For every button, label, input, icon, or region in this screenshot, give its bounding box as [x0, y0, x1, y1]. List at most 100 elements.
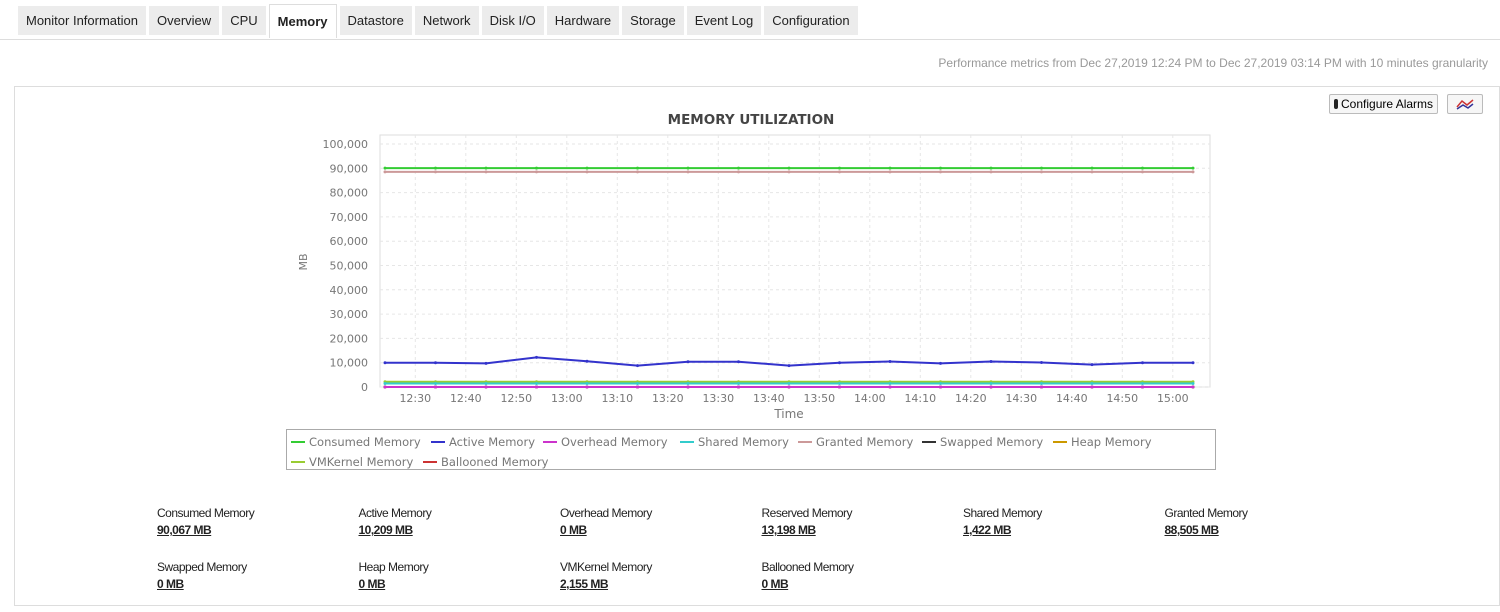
- data-point: [636, 382, 639, 386]
- data-point: [1090, 382, 1094, 386]
- x-tick-label: 13:10: [601, 392, 633, 405]
- data-point: [888, 382, 892, 386]
- stat-consumed-memory: Consumed Memory 90,067 MB: [157, 506, 255, 537]
- legend-label: Heap Memory: [1071, 435, 1152, 449]
- data-point: [888, 166, 892, 170]
- tab-datastore[interactable]: Datastore: [339, 6, 412, 35]
- stat-label: Ballooned Memory: [761, 560, 855, 574]
- tab-storage[interactable]: Storage: [622, 6, 684, 35]
- data-point: [686, 170, 690, 174]
- chart-type-button[interactable]: [1447, 94, 1483, 114]
- tab-disk-i-o[interactable]: Disk I/O: [481, 6, 544, 35]
- data-point: [535, 170, 538, 174]
- stat-value-link[interactable]: 0 MB: [761, 577, 789, 591]
- stat-label: Granted Memory: [1164, 506, 1249, 520]
- data-point: [686, 360, 690, 364]
- legend-swatch: [431, 441, 445, 443]
- configure-alarms-button[interactable]: Configure Alarms: [1329, 94, 1439, 114]
- stat-active-memory: Active Memory 10,209 MB: [359, 506, 432, 537]
- data-point: [1191, 382, 1195, 386]
- data-point: [1141, 361, 1144, 365]
- stat-swapped-memory: Swapped Memory 0 MB: [157, 560, 247, 591]
- tab-cpu[interactable]: CPU: [222, 6, 266, 35]
- legend-label: Active Memory: [449, 435, 535, 449]
- stat-vmkernel-memory: VMKernel Memory 2,155 MB: [560, 560, 652, 591]
- stat-label: Reserved Memory: [761, 506, 853, 520]
- stat-value-link[interactable]: 0 MB: [560, 523, 587, 537]
- legend-swatch: [291, 461, 305, 463]
- stat-value-link[interactable]: 1,422 MB: [963, 523, 1012, 537]
- data-point: [1090, 170, 1094, 174]
- y-tick-label: 20,000: [330, 332, 369, 345]
- data-point: [787, 382, 791, 386]
- legend-item[interactable]: Overhead Memory: [543, 435, 668, 449]
- data-point: [1040, 166, 1043, 170]
- tab-monitor-information[interactable]: Monitor Information: [18, 6, 146, 35]
- data-point: [434, 361, 437, 365]
- data-point: [535, 385, 538, 389]
- tab-network[interactable]: Network: [414, 6, 479, 35]
- legend-item[interactable]: Shared Memory: [680, 435, 789, 449]
- data-point: [1141, 382, 1144, 386]
- x-tick-label: 13:30: [702, 392, 734, 405]
- legend-item[interactable]: Ballooned Memory: [423, 455, 549, 469]
- data-point: [888, 170, 892, 174]
- tab-divider: [0, 39, 1500, 40]
- stat-value-link[interactable]: 88,505 MB: [1164, 523, 1220, 537]
- data-point: [1040, 170, 1043, 174]
- stat-overhead-memory: Overhead Memory 0 MB: [560, 506, 652, 537]
- data-point: [1090, 166, 1094, 170]
- data-point: [383, 170, 387, 174]
- data-point: [939, 166, 942, 170]
- stat-value-link[interactable]: 0 MB: [358, 577, 386, 591]
- data-point: [1040, 385, 1043, 389]
- memory-utilization-chart: MEMORY UTILIZATION MB Time 0 10,000 20,000…: [297, 112, 1211, 421]
- x-tick-label: 13:50: [803, 392, 835, 405]
- stat-label: VMKernel Memory: [560, 560, 652, 574]
- legend-label: Shared Memory: [698, 435, 789, 449]
- data-point: [686, 166, 690, 170]
- data-point: [686, 385, 690, 389]
- stat-value-link[interactable]: 2,155 MB: [560, 577, 609, 591]
- data-point: [585, 385, 589, 389]
- legend-swatch: [680, 441, 694, 443]
- tab-overview[interactable]: Overview: [149, 6, 220, 35]
- chart-legend: Consumed Memory Active Memory Overhead Mem…: [286, 429, 1216, 470]
- legend-item[interactable]: Consumed Memory: [291, 435, 421, 449]
- data-point: [787, 364, 791, 368]
- stat-value-link[interactable]: 10,209 MB: [358, 523, 414, 537]
- tab-memory[interactable]: Memory: [268, 4, 337, 38]
- data-point: [939, 361, 942, 365]
- stat-label: Consumed Memory: [157, 506, 255, 520]
- legend-item[interactable]: VMKernel Memory: [291, 455, 413, 469]
- stat-reserved-memory: Reserved Memory 13,198 MB: [762, 506, 853, 537]
- data-point: [737, 385, 740, 389]
- y-tick-label: 30,000: [330, 308, 369, 321]
- stat-granted-memory: Granted Memory 88,505 MB: [1164, 506, 1249, 537]
- legend-item[interactable]: Swapped Memory: [922, 435, 1043, 449]
- x-tick-label: 13:40: [753, 392, 785, 405]
- tab-hardware[interactable]: Hardware: [546, 6, 620, 35]
- data-point: [888, 359, 892, 363]
- y-axis-label: MB: [297, 253, 310, 270]
- legend-item[interactable]: Active Memory: [431, 435, 535, 449]
- data-point: [585, 170, 589, 174]
- data-point: [737, 360, 740, 364]
- metrics-range-info: Performance metrics from Dec 27,2019 12:…: [938, 56, 1488, 70]
- tab-event-log[interactable]: Event Log: [686, 6, 762, 35]
- data-point: [989, 382, 993, 386]
- tab-configuration[interactable]: Configuration: [764, 6, 858, 35]
- stat-value-link[interactable]: 13,198 MB: [761, 523, 817, 537]
- data-point: [1040, 382, 1043, 386]
- data-point: [1191, 166, 1195, 170]
- stat-value-link[interactable]: 0 MB: [157, 577, 184, 591]
- legend-item[interactable]: Granted Memory: [798, 435, 913, 449]
- configure-alarms-label: Configure Alarms: [1341, 97, 1434, 111]
- stat-value-link[interactable]: 90,067 MB: [157, 523, 212, 537]
- legend-item[interactable]: Heap Memory: [1053, 435, 1152, 449]
- data-point: [888, 385, 892, 389]
- traffic-light-icon: [1334, 99, 1338, 109]
- data-point: [1090, 385, 1094, 389]
- data-point: [989, 170, 993, 174]
- x-tick-label: 14:10: [904, 392, 936, 405]
